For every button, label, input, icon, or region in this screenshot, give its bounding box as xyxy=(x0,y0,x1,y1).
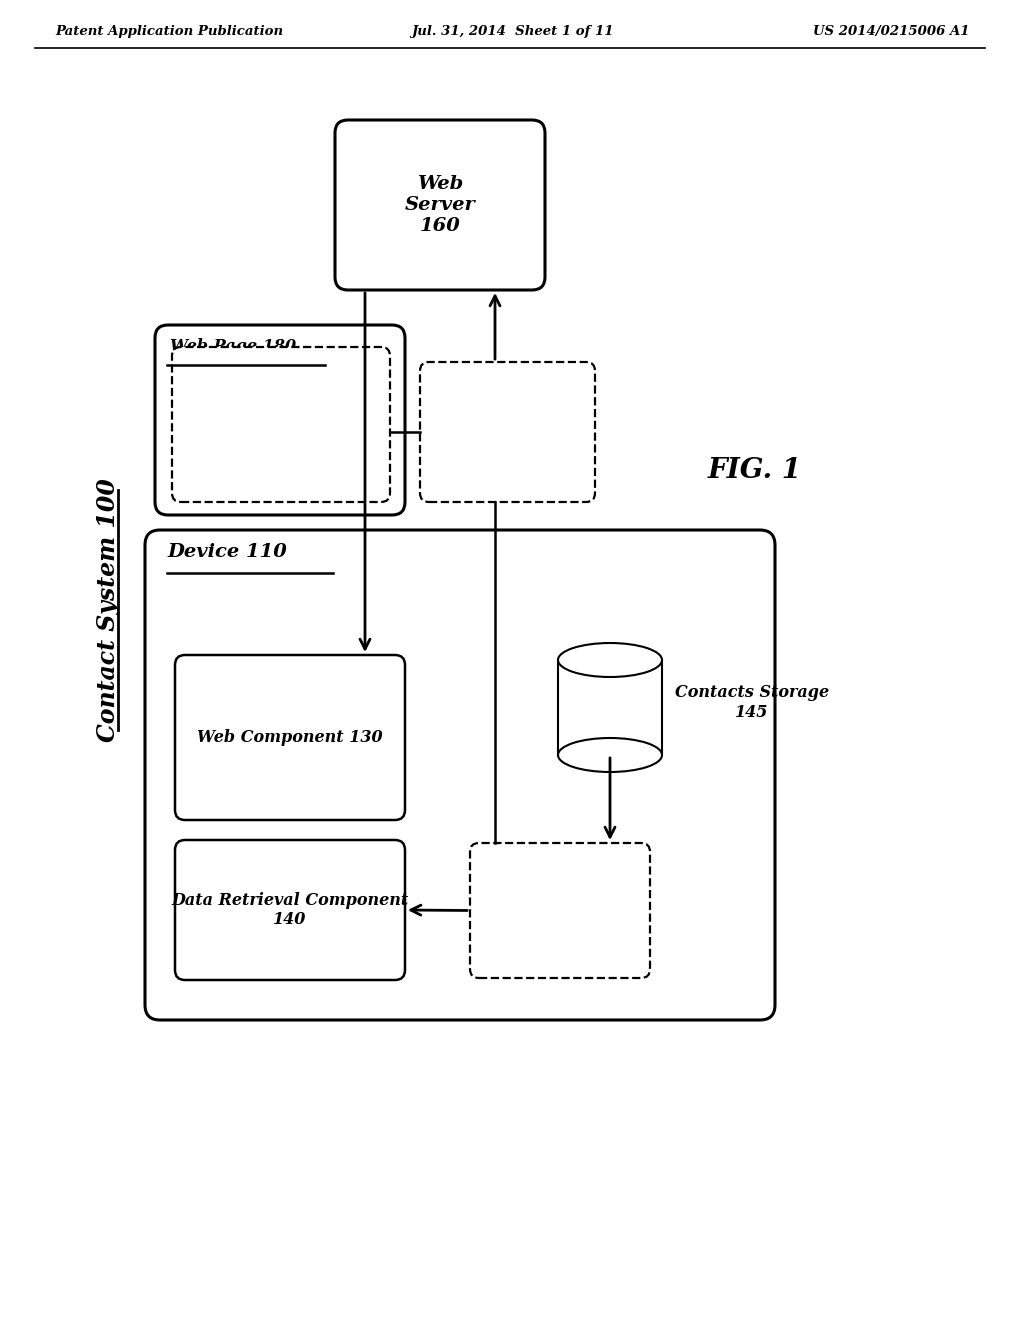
Text: FIG. 1: FIG. 1 xyxy=(708,457,802,483)
Text: Contacts 147: Contacts 147 xyxy=(501,902,618,919)
Text: Contacts Storage
145: Contacts Storage 145 xyxy=(675,684,829,721)
Text: Web Page 180: Web Page 180 xyxy=(170,338,296,355)
Bar xyxy=(558,660,662,755)
Text: US 2014/0215006 A1: US 2014/0215006 A1 xyxy=(813,25,970,38)
Text: Device 110: Device 110 xyxy=(167,543,287,561)
Text: Patent Application Publication: Patent Application Publication xyxy=(55,25,283,38)
FancyBboxPatch shape xyxy=(172,347,390,502)
FancyBboxPatch shape xyxy=(470,843,650,978)
FancyBboxPatch shape xyxy=(155,325,406,515)
Ellipse shape xyxy=(558,738,662,772)
Text: Web Component 130: Web Component 130 xyxy=(198,729,383,746)
Ellipse shape xyxy=(558,643,662,677)
FancyBboxPatch shape xyxy=(175,840,406,979)
Text: Remote
Command 165: Remote Command 165 xyxy=(216,407,346,442)
Text: Contact System 100: Contact System 100 xyxy=(96,478,120,742)
FancyBboxPatch shape xyxy=(420,362,595,502)
FancyBboxPatch shape xyxy=(335,120,545,290)
Text: Contacts 147: Contacts 147 xyxy=(449,424,566,441)
FancyBboxPatch shape xyxy=(175,655,406,820)
Text: Web
Server
160: Web Server 160 xyxy=(404,176,475,235)
Text: Jul. 31, 2014  Sheet 1 of 11: Jul. 31, 2014 Sheet 1 of 11 xyxy=(411,25,613,38)
FancyBboxPatch shape xyxy=(145,531,775,1020)
Text: Data Retrieval Component
140: Data Retrieval Component 140 xyxy=(171,892,409,928)
